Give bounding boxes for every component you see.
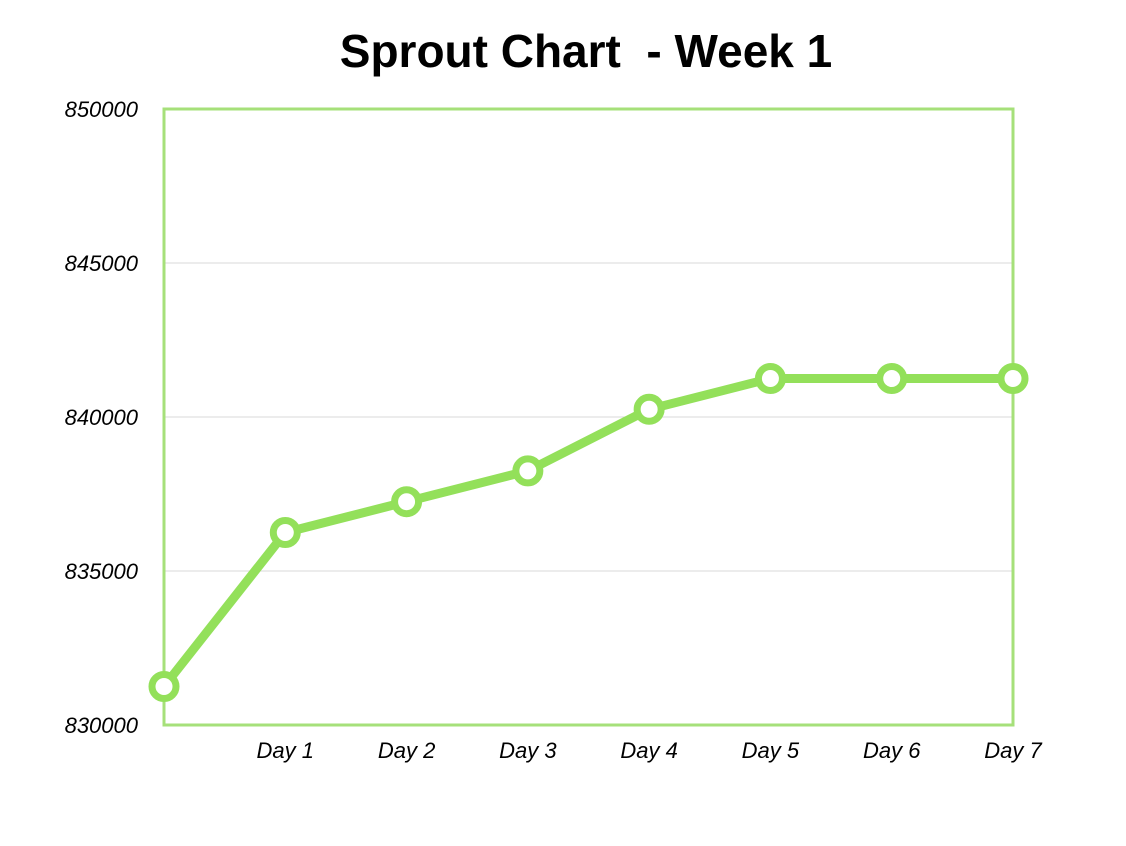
series-sprouts — [148, 363, 1029, 702]
y-tick-label: 830000 — [65, 713, 139, 738]
x-axis-ticks: Day 1 Day 2 Day 3 Day 4 Day 5 Day 6 Day 7 — [257, 738, 1043, 763]
x-tick-label: Day 5 — [742, 738, 800, 763]
data-point — [754, 363, 786, 394]
y-tick-label: 835000 — [65, 559, 139, 584]
data-point — [391, 486, 423, 518]
plot-frame — [162, 107, 1015, 727]
x-tick-label: Day 2 — [378, 738, 435, 763]
y-axis-ticks: 830000 835000 840000 845000 850000 — [65, 97, 139, 738]
series-line — [159, 374, 1018, 691]
x-tick-label: Day 7 — [984, 738, 1042, 763]
y-tick-label: 840000 — [65, 405, 139, 430]
data-point — [269, 517, 301, 548]
x-tick-label: Day 1 — [257, 738, 314, 763]
x-tick-label: Day 6 — [863, 738, 921, 763]
data-point — [633, 393, 665, 425]
data-point — [148, 671, 180, 702]
data-point — [997, 363, 1029, 394]
y-tick-label: 850000 — [65, 97, 139, 122]
grid-lines — [164, 262, 1013, 572]
data-point — [876, 363, 908, 394]
x-tick-label: Day 4 — [620, 738, 677, 763]
x-tick-label: Day 3 — [499, 738, 557, 763]
data-point — [512, 455, 544, 487]
chart-title: Sprout Chart - Week 1 — [339, 25, 833, 77]
y-tick-label: 845000 — [65, 251, 139, 276]
